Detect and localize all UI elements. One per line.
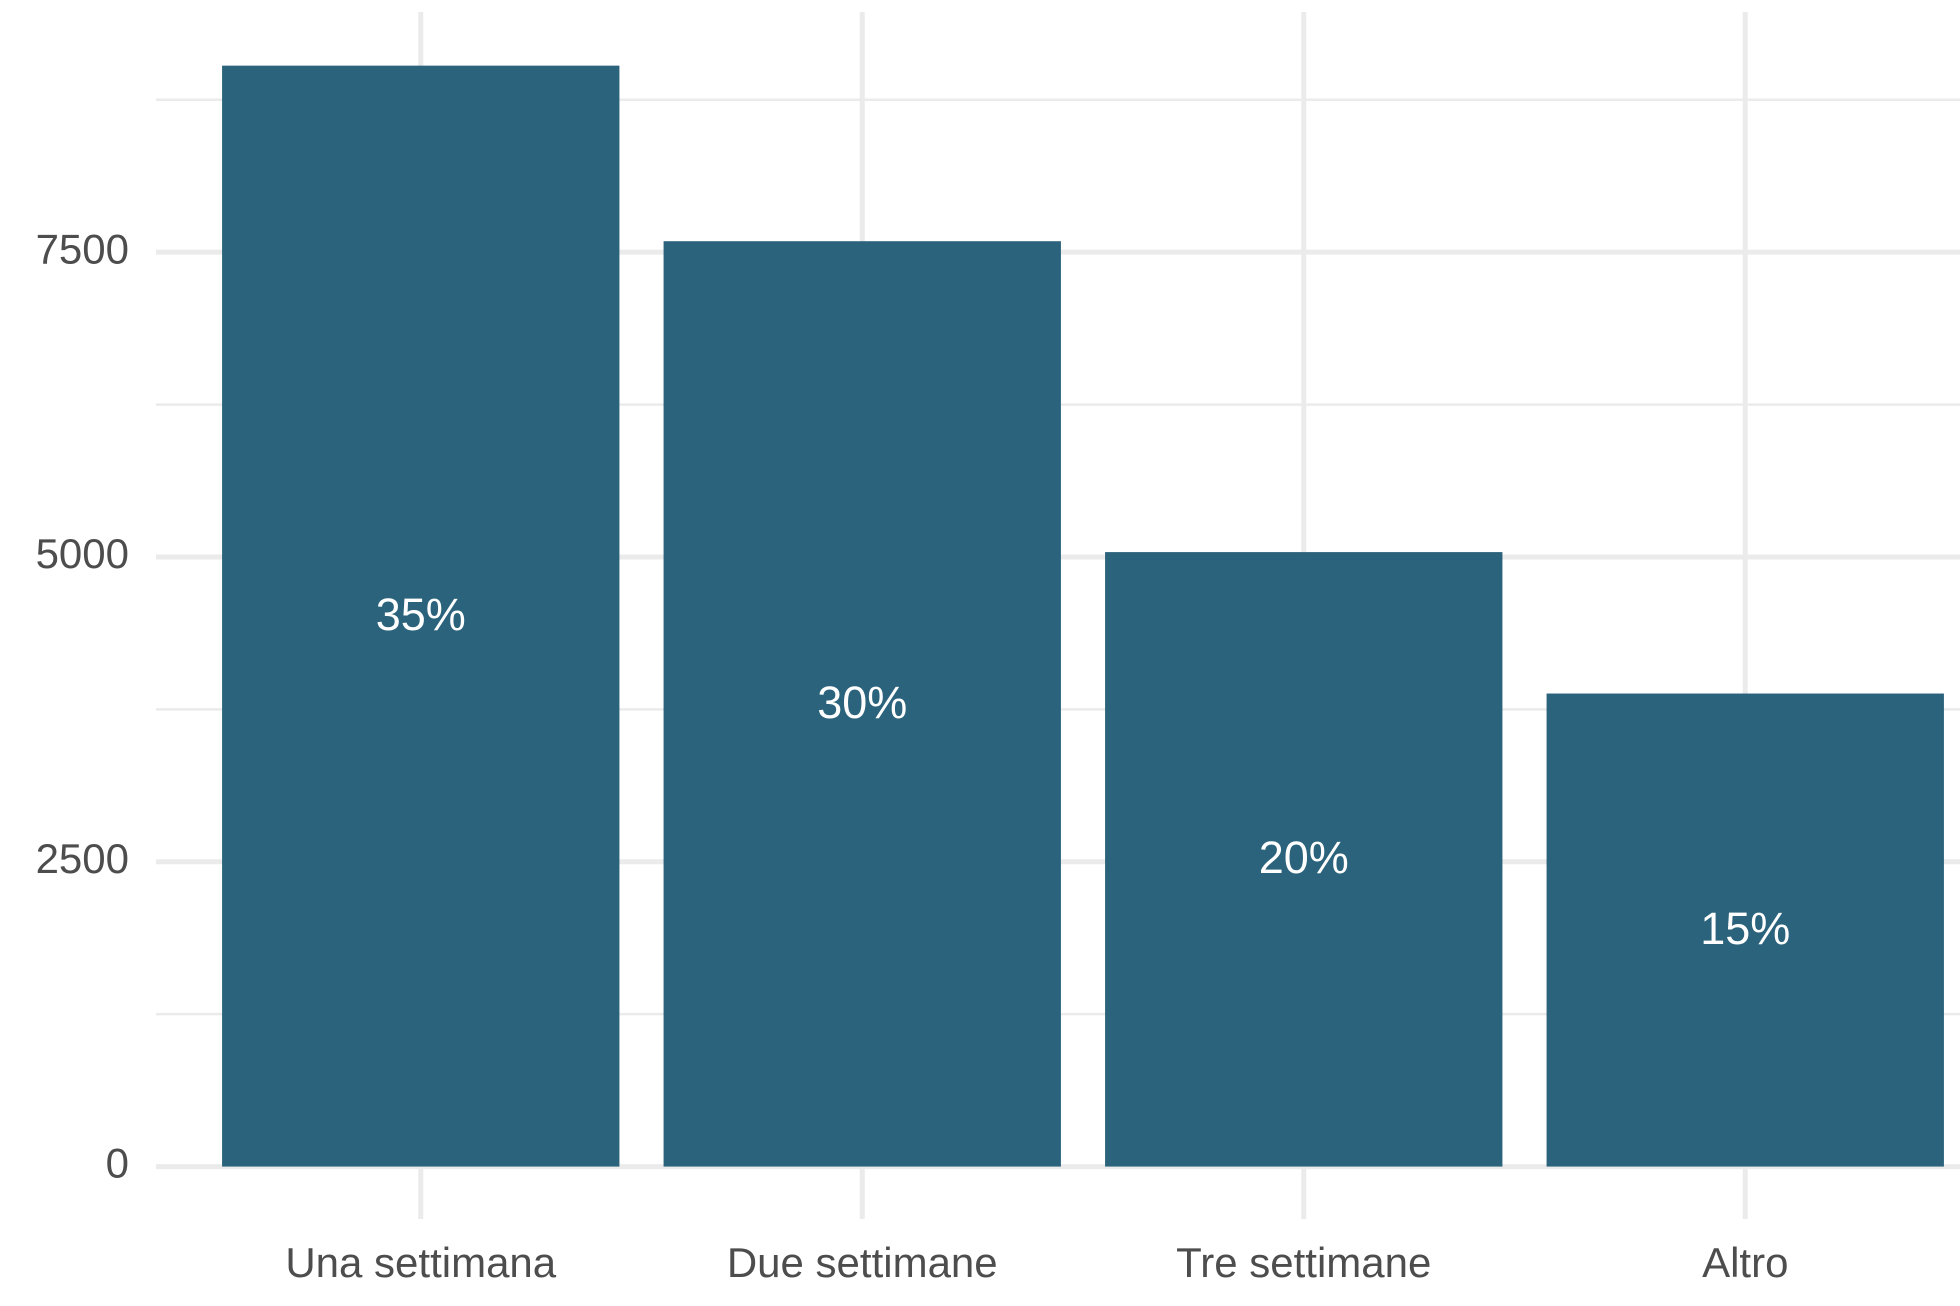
bar	[1546, 693, 1944, 1167]
bar	[663, 241, 1061, 1167]
data-label: 15%	[1700, 903, 1790, 954]
y-tick-label: 7500	[36, 225, 129, 272]
y-tick-label: 0	[106, 1140, 129, 1187]
x-tick-label: Altro	[1702, 1239, 1788, 1286]
y-tick-label: 2500	[36, 835, 129, 882]
bar	[222, 65, 620, 1167]
data-label: 30%	[817, 677, 907, 728]
data-label: 20%	[1259, 832, 1349, 883]
y-tick-label: 5000	[36, 530, 129, 577]
data-label: 35%	[376, 589, 466, 640]
x-tick-label: Una settimana	[285, 1239, 556, 1286]
bar	[1105, 552, 1503, 1167]
x-tick-label: Tre settimane	[1176, 1239, 1431, 1286]
x-tick-label: Due settimane	[727, 1239, 998, 1286]
